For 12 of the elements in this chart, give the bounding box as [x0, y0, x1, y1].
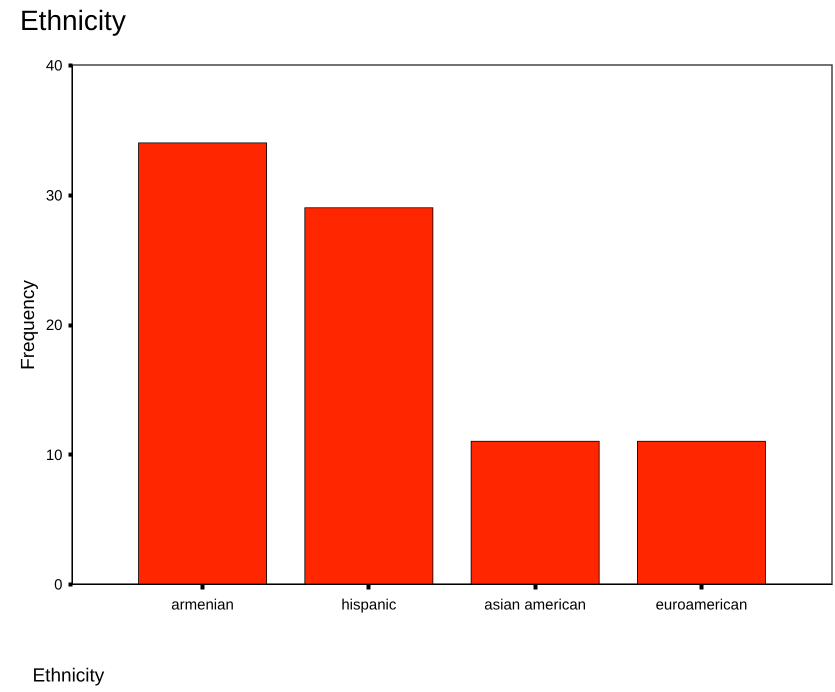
x-tick-label: hispanic	[341, 596, 397, 614]
y-tick-label: 40	[46, 58, 62, 74]
x-tick-label: euroamerican	[656, 596, 748, 614]
chart-title: Ethnicity	[20, 5, 126, 36]
x-tick-label: armenian	[171, 596, 234, 614]
x-axis-title: Ethnicity	[32, 666, 105, 686]
y-tick-label: 30	[46, 187, 62, 204]
y-axis-title: Frequency	[18, 280, 39, 370]
y-tick-label: 20	[46, 317, 62, 334]
x-tick-label: asian american	[484, 596, 586, 614]
y-tick-label: 0	[54, 576, 62, 594]
y-tick-label: 10	[46, 446, 62, 464]
